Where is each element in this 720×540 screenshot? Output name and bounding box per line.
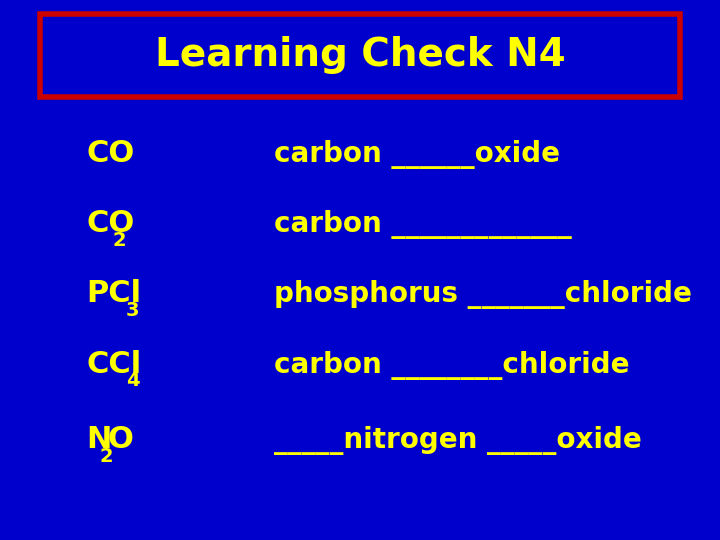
Text: CO: CO bbox=[86, 139, 135, 168]
Text: phosphorus _______chloride: phosphorus _______chloride bbox=[274, 280, 691, 309]
Text: Learning Check N4: Learning Check N4 bbox=[155, 36, 565, 75]
Text: CO: CO bbox=[86, 209, 135, 238]
Text: O: O bbox=[107, 425, 133, 454]
Text: N: N bbox=[86, 425, 112, 454]
Text: PCl: PCl bbox=[86, 279, 142, 308]
Text: carbon ______oxide: carbon ______oxide bbox=[274, 140, 559, 169]
Text: carbon ________chloride: carbon ________chloride bbox=[274, 350, 629, 380]
Text: 3: 3 bbox=[126, 301, 140, 320]
Text: carbon _____________: carbon _____________ bbox=[274, 210, 572, 239]
Text: 2: 2 bbox=[99, 447, 113, 465]
FancyBboxPatch shape bbox=[40, 14, 680, 97]
Text: _____nitrogen _____oxide: _____nitrogen _____oxide bbox=[274, 426, 642, 455]
Text: 2: 2 bbox=[113, 231, 127, 249]
Text: CCl: CCl bbox=[86, 349, 142, 379]
Text: 4: 4 bbox=[126, 371, 140, 390]
